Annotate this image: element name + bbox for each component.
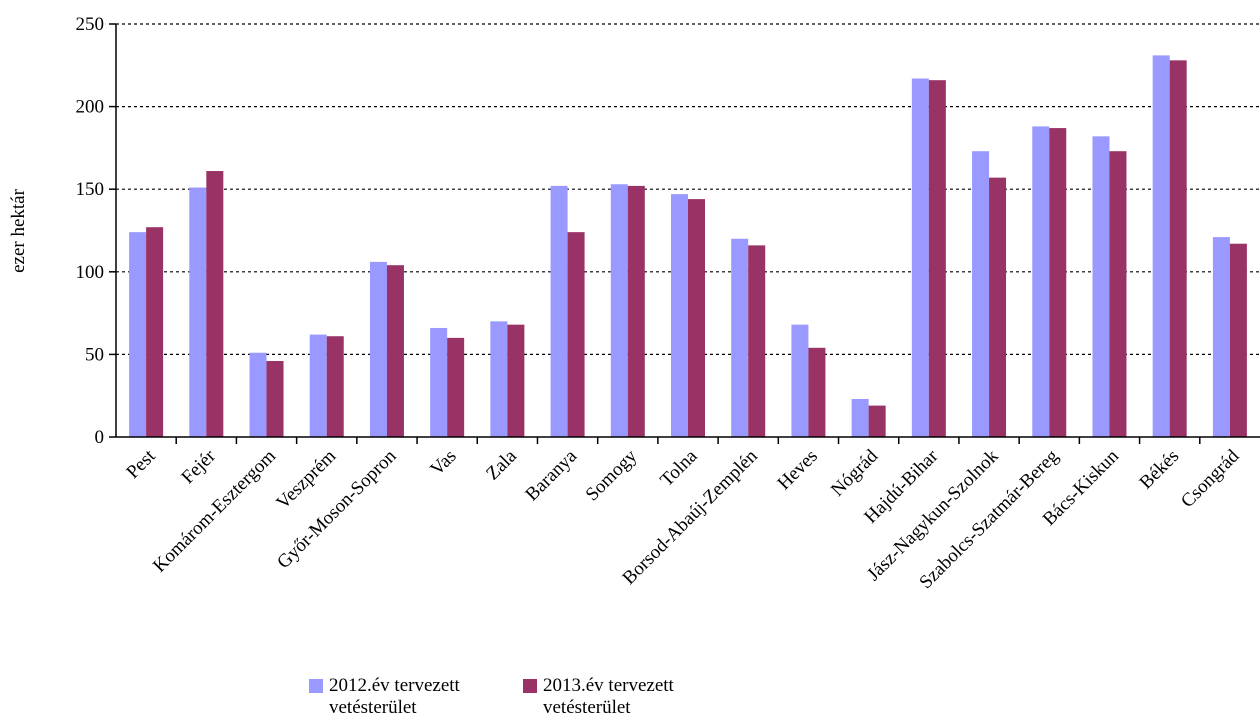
bar-2013 [627,185,645,437]
bar-2013 [507,324,525,437]
x-category-label: Békés [1136,446,1184,494]
bar-2012 [972,151,990,438]
x-category-label: Somogy [582,445,642,505]
bar-2012 [1032,126,1050,437]
legend: 2012.év tervezett vetésterület 2013.év t… [309,675,723,719]
bar-2012 [490,321,508,437]
bar-2012 [791,324,809,437]
bar-2012 [1092,136,1110,437]
bar-2012 [550,185,568,437]
bars [129,55,1247,438]
legend-item-2013: 2013.év tervezett vetésterület [523,675,723,719]
bar-2012 [430,327,448,437]
bar-2013 [206,171,224,437]
bar-2012 [610,184,628,437]
y-tick-label: 100 [76,262,105,283]
bar-2012 [1212,237,1230,437]
y-tick-label: 0 [95,427,105,448]
x-category-label: Tolna [656,445,702,491]
y-tick-label: 50 [85,344,104,365]
bar-2013 [1229,243,1247,437]
bar-2013 [989,177,1007,438]
bar-2013 [1169,60,1187,438]
x-category-label: Vas [426,446,460,480]
y-tick-label: 250 [76,14,105,35]
bar-2012 [1152,55,1170,437]
bar-2012 [129,232,147,437]
bar-2013 [1049,128,1067,438]
legend-label-2013: 2013.év tervezett vetésterület [543,675,674,718]
bar-2012 [369,261,387,437]
y-tick-labels: 0 50 100 150 200 250 [76,14,105,448]
bar-2012 [851,399,869,437]
bar-2013 [748,245,766,437]
y-axis-title: ezer hektár [8,188,29,273]
bar-2012 [249,352,267,437]
bar-2013 [567,232,585,437]
bar-2013 [808,347,826,437]
y-tick-label: 200 [76,97,105,118]
bar-2013 [386,265,404,437]
x-category-labels: Pest FejérKomárom-EsztergomVeszprémGyőr-M… [122,445,1243,593]
legend-item-2012: 2012.év tervezett vetésterület [309,675,509,719]
x-category-label: Pest [122,445,160,483]
bar-2013 [266,361,284,437]
x-category-label: Fejér [177,445,220,488]
axes [109,23,1260,444]
bar-2013 [928,80,946,437]
bar-2013 [1109,151,1127,438]
bar-2013 [868,405,886,437]
legend-swatch-2013 [523,679,537,693]
x-category-label: Heves [774,446,822,494]
x-category-label: Nógrád [827,445,882,500]
y-tick-label: 150 [76,179,105,200]
legend-label-2012: 2012.év tervezett vetésterület [329,675,460,718]
legend-swatch-2012 [309,679,323,693]
bar-2013 [146,227,164,437]
bar-2012 [309,334,327,437]
bar-2013 [447,337,465,437]
x-category-label: Csongrád [1177,445,1244,512]
x-category-label: Zala [482,445,521,484]
bar-2013 [326,336,344,437]
bar-2012 [731,238,749,437]
bar-2012 [911,78,929,438]
bar-2012 [671,194,688,437]
bar-2012 [189,187,207,437]
x-category-label: Baranya [521,445,581,505]
bar-2013 [688,199,705,437]
x-category-label: Győr-Moson-Sopron [273,445,401,573]
